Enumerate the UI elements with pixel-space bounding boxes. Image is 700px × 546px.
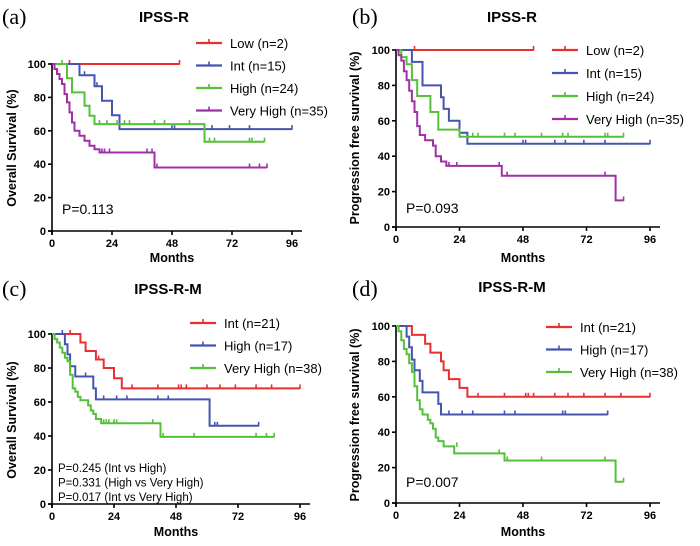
chart-panel-c: (c) IPSS-R-M 0 20 40 60 80 100 0 24 48 72 96 Months Ov… — [2, 276, 322, 539]
y-tick-label: 80 — [34, 92, 46, 104]
chart-title: IPSS-R-M — [478, 279, 546, 296]
x-tick-label: 24 — [108, 511, 121, 523]
y-tick-label: 80 — [378, 80, 390, 92]
x-tick-label: 48 — [166, 238, 178, 250]
y-tick-label: 60 — [378, 392, 390, 404]
chart-title: IPSS-R — [487, 9, 537, 26]
km-curve-1 — [52, 63, 292, 131]
x-tick-label: 72 — [226, 238, 238, 250]
y-tick-label: 40 — [34, 431, 46, 443]
x-tick-label: 72 — [580, 510, 592, 522]
x-tick-label: 96 — [294, 511, 306, 523]
x-axis-label: Months — [501, 525, 545, 539]
x-tick-label: 48 — [170, 511, 182, 523]
km-curve-1 — [396, 49, 650, 145]
y-tick-label: 0 — [384, 222, 390, 234]
legend-label: Very High (n=38) — [580, 365, 678, 380]
y-tick-label: 100 — [372, 321, 390, 333]
x-tick-label: 72 — [580, 234, 592, 246]
chart-panel-d: (d) IPSS-R-M 0 20 40 60 80 100 0 24 48 72 96 Months Pr… — [348, 276, 678, 539]
legend-label: Int (n=21) — [224, 316, 280, 331]
y-tick-label: 20 — [34, 193, 46, 205]
x-tick-label: 24 — [106, 238, 119, 250]
chart-panel-a: (a) IPSS-R 0 20 40 60 80 100 0 24 48 72 96 Months Over… — [2, 4, 328, 265]
p-value: P=0.007 — [406, 474, 459, 490]
x-tick-label: 96 — [286, 238, 298, 250]
legend-label: High (n=17) — [224, 339, 292, 354]
km-curve-1 — [52, 333, 259, 427]
x-tick-label: 96 — [644, 234, 656, 246]
legend-label: High (n=24) — [230, 81, 298, 96]
y-tick-label: 80 — [378, 356, 390, 368]
y-axis-label: Progression free survival (%) — [348, 329, 362, 502]
y-tick-label: 100 — [372, 45, 390, 57]
y-axis-label: Overall Survival (%) — [5, 89, 19, 206]
km-curve-0 — [396, 325, 650, 398]
x-tick-label: 96 — [644, 510, 656, 522]
x-tick-label: 48 — [517, 510, 529, 522]
panel-label: (a) — [2, 4, 26, 29]
legend-label: Int (n=15) — [230, 59, 286, 74]
legend-label: High (n=17) — [580, 343, 648, 358]
legend-label: Low (n=2) — [230, 36, 288, 51]
p-value: P=0.245 (Int vs High) — [58, 463, 167, 475]
y-tick-label: 80 — [34, 363, 46, 375]
km-curve-0 — [52, 333, 300, 390]
chart-panel-b: (b) IPSS-R 0 20 40 60 80 100 0 24 48 72 96 Months Prog… — [348, 4, 684, 265]
y-tick-label: 40 — [34, 159, 46, 171]
x-tick-label: 24 — [453, 510, 466, 522]
legend-label: Int (n=15) — [586, 66, 642, 81]
km-curve-2 — [396, 325, 624, 483]
chart-title: IPSS-R-M — [134, 281, 202, 298]
km-curve-2 — [52, 63, 265, 143]
y-axis-label: Overall Survival (%) — [5, 361, 19, 478]
y-axis-label: Progression free survival (%) — [348, 52, 362, 225]
panel-label: (c) — [2, 276, 26, 301]
x-tick-label: 0 — [49, 238, 55, 250]
y-tick-label: 60 — [378, 116, 390, 128]
x-tick-label: 0 — [393, 234, 399, 246]
legend-label: Very High (n=35) — [230, 104, 328, 119]
p-value: P=0.331 (High vs Very High) — [58, 478, 204, 490]
y-tick-label: 40 — [378, 151, 390, 163]
y-tick-label: 60 — [34, 126, 46, 138]
y-tick-label: 20 — [378, 463, 390, 475]
x-tick-label: 24 — [453, 234, 466, 246]
panel-label: (b) — [352, 4, 378, 29]
y-tick-label: 60 — [34, 397, 46, 409]
legend-label: High (n=24) — [586, 89, 654, 104]
legend-label: Low (n=2) — [586, 43, 644, 58]
panel-label: (d) — [352, 276, 378, 301]
legend-label: Int (n=21) — [580, 320, 636, 335]
y-tick-label: 100 — [28, 329, 46, 341]
legend-label: Very High (n=38) — [224, 361, 322, 376]
p-value: P=0.113 — [62, 201, 114, 217]
y-tick-label: 0 — [384, 498, 390, 510]
p-value: P=0.017 (Int vs Very High) — [58, 492, 193, 504]
x-tick-label: 0 — [49, 511, 55, 523]
p-value: P=0.093 — [406, 200, 459, 216]
x-tick-label: 48 — [517, 234, 529, 246]
y-tick-label: 0 — [40, 499, 46, 511]
x-tick-label: 72 — [232, 511, 244, 523]
km-curve-1 — [396, 325, 608, 416]
y-tick-label: 20 — [34, 465, 46, 477]
x-tick-label: 0 — [393, 510, 399, 522]
km-curve-2 — [396, 49, 624, 138]
y-tick-label: 40 — [378, 427, 390, 439]
y-tick-label: 20 — [378, 187, 390, 199]
y-tick-label: 100 — [28, 59, 46, 71]
x-axis-label: Months — [150, 251, 194, 265]
chart-title: IPSS-R — [139, 9, 189, 26]
x-axis-label: Months — [501, 251, 545, 265]
legend-label: Very High (n=35) — [586, 112, 684, 127]
x-axis-label: Months — [154, 525, 198, 539]
km-curve-3 — [52, 63, 267, 169]
y-tick-label: 0 — [40, 226, 46, 238]
km-curve-2 — [52, 333, 275, 438]
km-curve-3 — [396, 49, 624, 202]
